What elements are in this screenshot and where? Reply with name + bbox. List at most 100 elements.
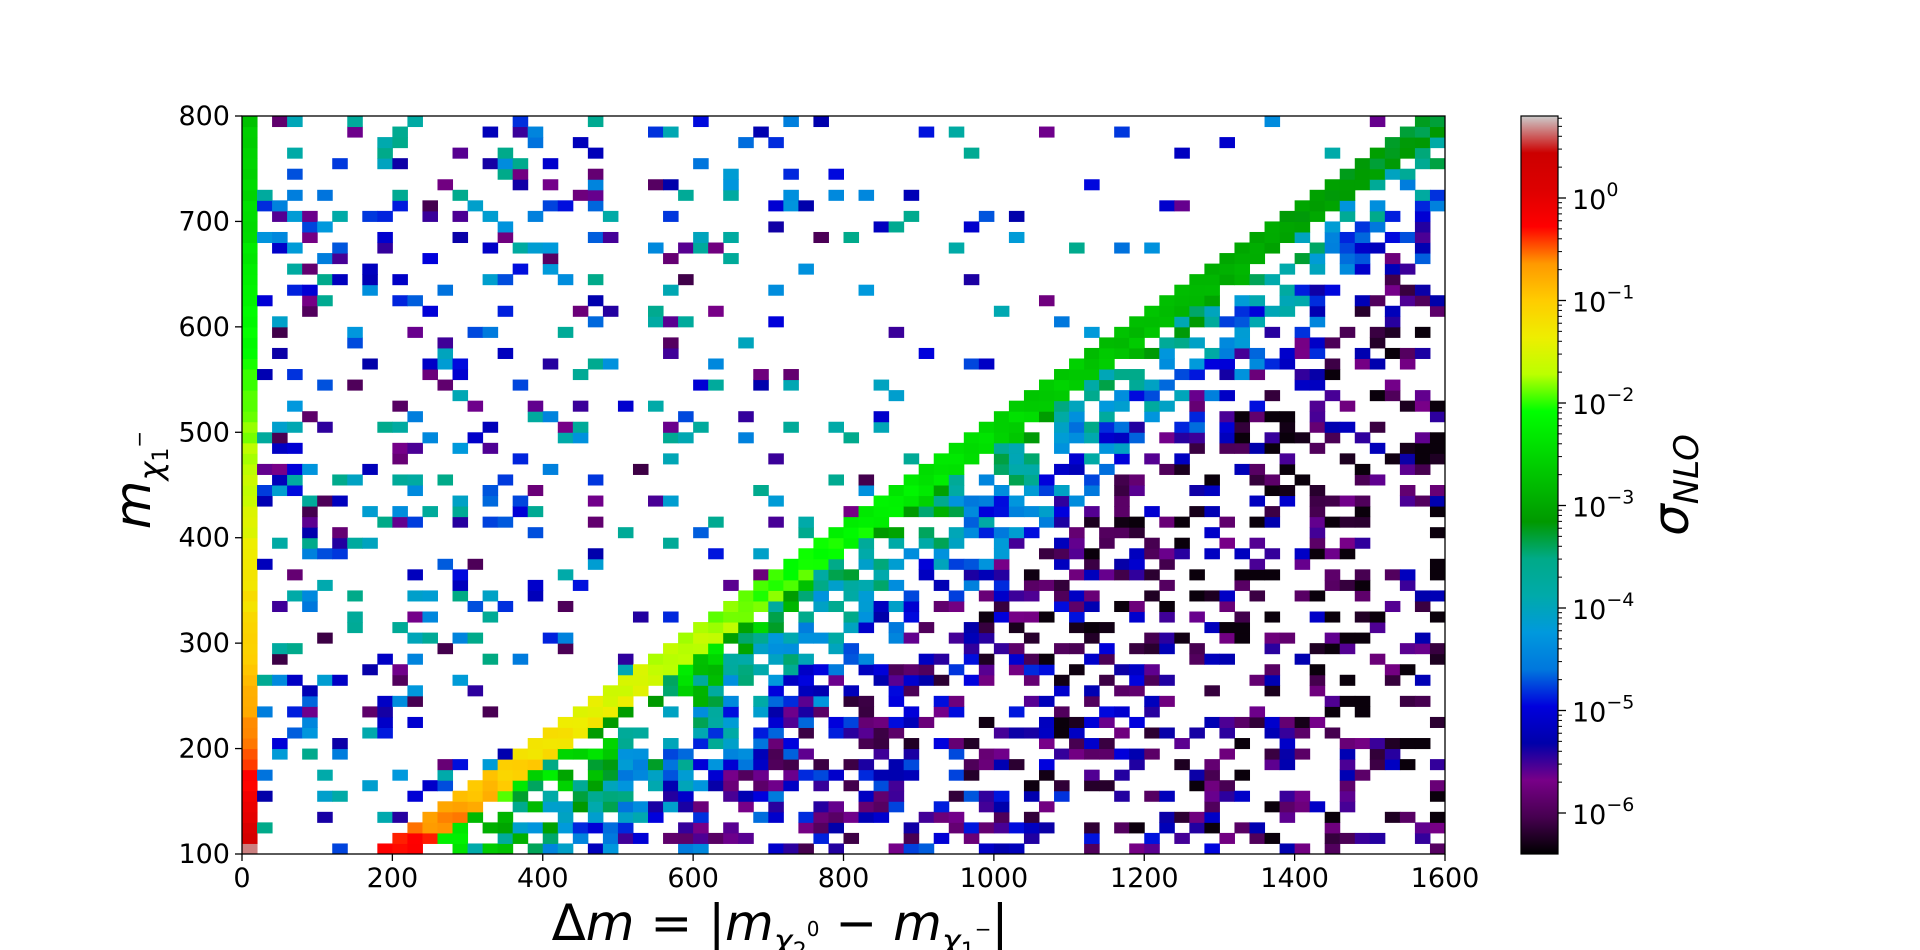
heatmap-cell [1339, 548, 1356, 560]
colorbar-tick-label: 10−6 [1572, 794, 1634, 831]
heatmap-cell [302, 748, 318, 760]
heatmap-cell [903, 706, 920, 718]
heatmap-cell [1144, 326, 1160, 338]
heatmap-cell [1008, 400, 1025, 412]
heatmap-cell [843, 231, 860, 244]
heatmap-cell [1249, 474, 1266, 486]
heatmap-cell [1219, 516, 1235, 528]
heatmap-cell [978, 622, 995, 634]
heatmap-cell [1249, 516, 1266, 528]
heatmap-cell [963, 558, 980, 570]
heatmap-cell [723, 611, 739, 623]
heatmap-cell [272, 474, 288, 486]
heatmap-cell [242, 158, 258, 170]
heatmap-cell [1339, 643, 1356, 655]
heatmap-cell [1114, 558, 1130, 570]
heatmap-cell [452, 579, 469, 591]
heatmap-cell [1174, 832, 1190, 844]
heatmap-cell [1008, 231, 1025, 244]
heatmap-cell [1324, 643, 1341, 655]
heatmap-cell [1099, 527, 1115, 539]
heatmap-cell [768, 137, 784, 149]
heatmap-cell [1264, 231, 1281, 244]
heatmap-cell [978, 716, 995, 728]
heatmap-cell [723, 832, 739, 844]
heatmap-cell [1038, 611, 1055, 623]
heatmap-cell [648, 126, 664, 138]
heatmap-cell [542, 358, 559, 370]
heatmap-cell [1159, 200, 1175, 212]
heatmap-cell [948, 485, 965, 497]
heatmap-cell [993, 790, 1010, 802]
heatmap-cell [1008, 463, 1025, 475]
heatmap-cell [1354, 611, 1371, 623]
heatmap-cell [1219, 632, 1235, 644]
heatmap-cell [1099, 432, 1115, 444]
heatmap-cell [347, 379, 363, 391]
heatmap-cell [843, 653, 860, 665]
heatmap-cell [1008, 421, 1025, 433]
heatmap-cell [648, 674, 664, 686]
heatmap-cell [933, 801, 950, 813]
heatmap-cell [843, 780, 860, 792]
heatmap-cell [858, 801, 875, 813]
heatmap-cell [1008, 727, 1025, 739]
heatmap-cell [873, 738, 890, 750]
heatmap-cell [1324, 632, 1341, 644]
heatmap-cell [1414, 253, 1431, 265]
heatmap-cell [497, 474, 514, 486]
heatmap-cell [708, 653, 724, 665]
heatmap-cell [572, 801, 589, 813]
heatmap-cell [392, 769, 408, 781]
heatmap-cell [1279, 210, 1296, 222]
heatmap-cell [1008, 495, 1025, 507]
heatmap-cell [708, 622, 724, 634]
heatmap-cell [602, 695, 619, 707]
heatmap-cell [813, 558, 829, 570]
heatmap-cell [272, 316, 288, 328]
heatmap-cell [1429, 780, 1446, 792]
heatmap-cell [1384, 305, 1401, 317]
heatmap-cell [1429, 453, 1446, 465]
heatmap-cell [948, 738, 965, 750]
heatmap-cell [242, 716, 258, 728]
heatmap-cell [1234, 611, 1251, 623]
heatmap-cell [1294, 369, 1311, 381]
heatmap-cell [753, 759, 769, 771]
heatmap-cell [407, 442, 423, 454]
heatmap-cell [768, 622, 784, 634]
heatmap-cell [1384, 326, 1401, 338]
heatmap-cell [1324, 358, 1341, 370]
heatmap-cell [1159, 632, 1175, 644]
heatmap-cell [978, 801, 995, 813]
heatmap-cell [347, 474, 363, 486]
heatmap-cell [302, 590, 318, 602]
y-tick-label: 600 [178, 312, 230, 343]
heatmap-cell [512, 832, 529, 844]
heatmap-cell [392, 442, 408, 454]
heatmap-cell [572, 432, 589, 444]
heatmap-cell [1234, 432, 1251, 444]
heatmap-cell [1399, 137, 1416, 149]
heatmap-cell [1264, 727, 1281, 739]
heatmap-cell [1309, 369, 1326, 381]
heatmap-cell [1234, 242, 1251, 254]
heatmap-cell [1023, 780, 1040, 792]
heatmap-cell [858, 516, 875, 528]
heatmap-cell [1414, 400, 1431, 412]
heatmap-cell [317, 632, 333, 644]
heatmap-cell [1023, 569, 1040, 581]
heatmap-cell [813, 695, 829, 707]
heatmap-cell [1309, 347, 1326, 359]
heatmap-cell [693, 379, 709, 391]
heatmap-cell [768, 695, 784, 707]
heatmap-cell [843, 716, 860, 728]
heatmap-cell [362, 706, 378, 718]
heatmap-cell [257, 769, 273, 781]
heatmap-cell [602, 769, 619, 781]
heatmap-cell [978, 474, 995, 486]
heatmap-cell [1324, 695, 1341, 707]
heatmap-cell [693, 716, 709, 728]
heatmap-cell [497, 274, 514, 286]
heatmap-cell [663, 253, 679, 265]
